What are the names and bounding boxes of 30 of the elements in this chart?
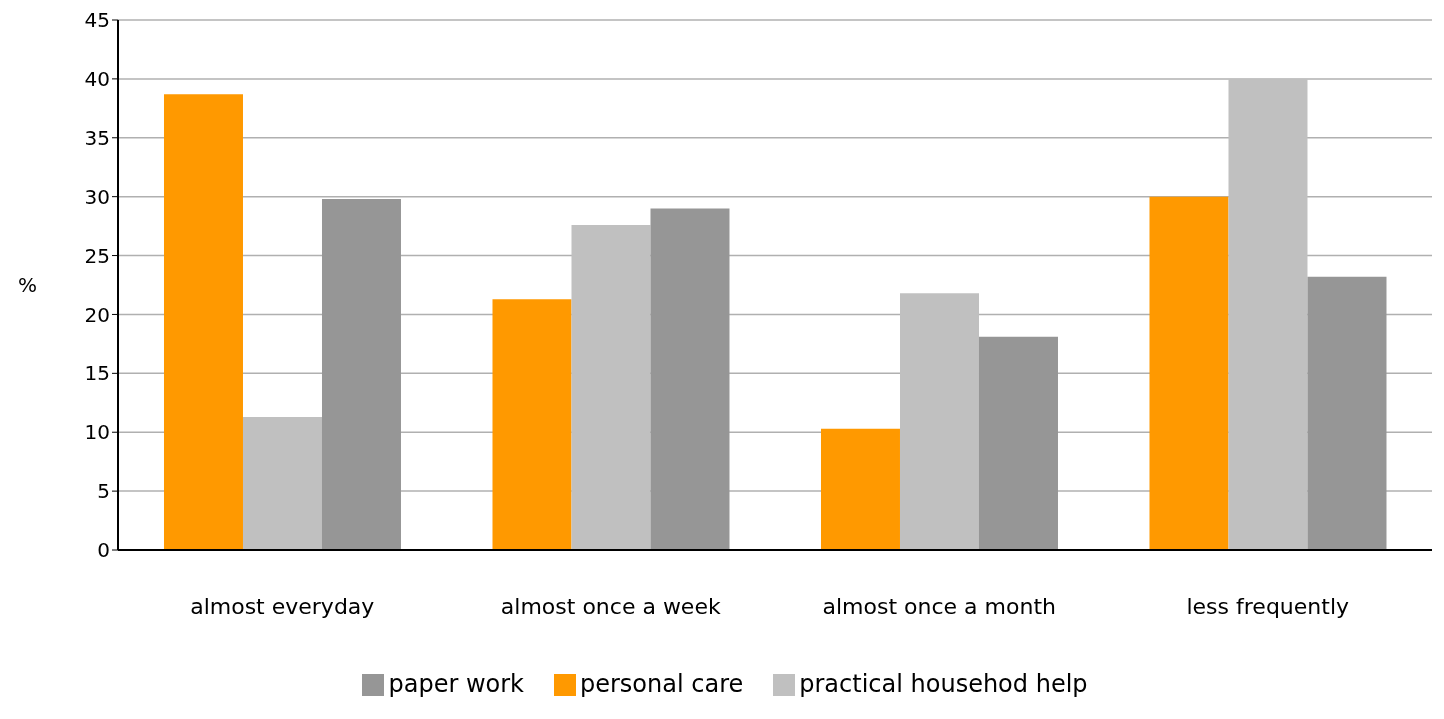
bar xyxy=(242,416,322,550)
legend-label: paper work xyxy=(388,670,524,698)
y-tick-label: 25 xyxy=(84,243,110,268)
y-tick-label: 35 xyxy=(84,125,110,150)
bar xyxy=(1307,276,1387,550)
legend-label: practical househod help xyxy=(799,670,1088,698)
bar xyxy=(1149,196,1229,550)
bar xyxy=(978,336,1058,550)
bar xyxy=(899,293,979,550)
bar xyxy=(163,94,243,550)
bar xyxy=(321,199,401,550)
bar xyxy=(650,208,730,550)
bar xyxy=(571,224,651,550)
x-tick-label: almost everyday xyxy=(190,593,375,619)
y-tick-label: 45 xyxy=(84,8,110,33)
y-tick-label: 15 xyxy=(84,361,110,386)
bar xyxy=(820,428,900,550)
y-tick-label: 40 xyxy=(84,66,110,91)
y-tick-label: 30 xyxy=(84,184,110,209)
bar xyxy=(1228,78,1308,550)
legend-label: personal care xyxy=(579,670,744,698)
y-tick-label: 5 xyxy=(97,479,110,504)
y-tick-label: 20 xyxy=(84,302,110,327)
x-tick-label: almost once a month xyxy=(822,593,1056,619)
y-tick-label: 0 xyxy=(97,538,110,563)
x-tick-label: almost once a week xyxy=(500,593,721,619)
x-tick-label: less frequently xyxy=(1186,593,1350,619)
bar xyxy=(492,299,572,550)
y-axis-title: % xyxy=(18,273,38,298)
y-tick-label: 10 xyxy=(84,420,110,445)
